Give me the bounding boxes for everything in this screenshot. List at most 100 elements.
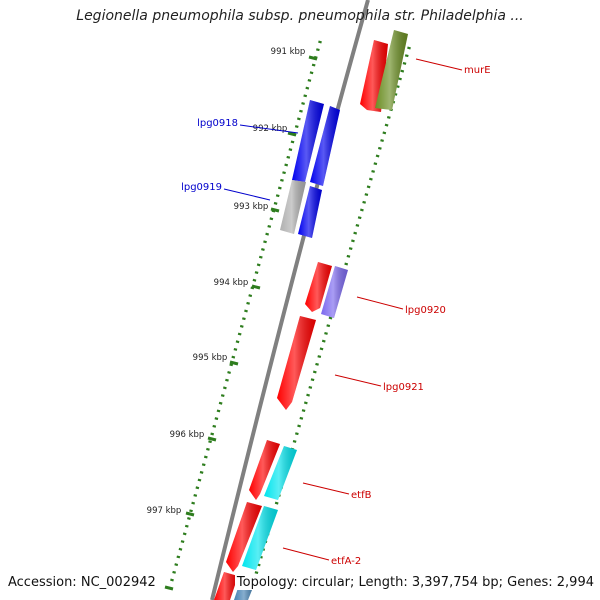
- gene-feature: [310, 106, 340, 186]
- minor-tick: [269, 217, 274, 221]
- minor-tick: [231, 355, 236, 359]
- minor-tick: [404, 54, 409, 58]
- minor-tick: [305, 86, 310, 90]
- backbone: [210, 0, 370, 600]
- minor-tick: [258, 255, 263, 259]
- gene-etfB: [249, 440, 280, 500]
- minor-tick: [220, 394, 225, 398]
- leader-line: [239, 124, 299, 134]
- minor-tick: [184, 524, 189, 528]
- minor-tick: [299, 416, 304, 420]
- minor-tick: [187, 517, 191, 520]
- topology-text: Topology: circular; Length: 3,397,754 bp…: [234, 575, 594, 590]
- ruler-tick: [270, 207, 280, 213]
- minor-tick: [312, 370, 317, 374]
- ruler-label: 993 kbp: [234, 202, 269, 212]
- minor-tick: [360, 208, 364, 212]
- minor-tick: [355, 223, 360, 227]
- ruler-label: 996 kbp: [170, 430, 205, 440]
- minor-tick: [172, 570, 176, 574]
- minor-tick: [316, 48, 320, 52]
- minor-tick: [398, 77, 402, 81]
- gene-lpg0921: [277, 316, 316, 410]
- minor-tick: [277, 186, 282, 190]
- minor-tick: [362, 200, 367, 204]
- minor-tick: [371, 169, 375, 173]
- minor-tick: [199, 470, 204, 474]
- minor-tick: [248, 294, 253, 298]
- minor-tick: [386, 115, 391, 119]
- minor-tick: [296, 117, 301, 121]
- ruler-tick: [308, 55, 318, 61]
- gene-label: etfA-2: [331, 556, 361, 567]
- minor-tick: [282, 171, 286, 175]
- minor-tick: [297, 424, 301, 428]
- minor-tick: [375, 154, 380, 158]
- minor-tick: [273, 201, 278, 205]
- minor-tick: [233, 347, 238, 351]
- minor-tick: [384, 123, 389, 127]
- ruler-tick: [207, 436, 217, 442]
- minor-tick: [344, 262, 349, 266]
- gene-label: lpg0918: [197, 118, 238, 129]
- minor-tick: [235, 340, 240, 344]
- minor-tick: [191, 501, 196, 505]
- minor-tick: [357, 216, 362, 220]
- leader-line: [356, 296, 404, 310]
- minor-tick: [206, 447, 210, 451]
- leader-line: [302, 482, 350, 495]
- ruler-label: 995 kbp: [193, 353, 228, 363]
- minor-tick: [275, 194, 280, 198]
- ruler-label: 991 kbp: [271, 47, 306, 57]
- minor-tick: [306, 393, 310, 397]
- ruler-tick: [185, 511, 195, 517]
- gene-lpg0919: [280, 180, 306, 234]
- minor-tick: [212, 424, 217, 428]
- leader-line: [282, 547, 330, 561]
- minor-tick: [176, 555, 181, 559]
- ruler-tick: [251, 284, 261, 290]
- minor-tick: [303, 94, 308, 98]
- minor-tick: [351, 239, 355, 243]
- minor-tick: [237, 332, 242, 336]
- minor-tick: [313, 55, 318, 59]
- minor-tick: [242, 317, 246, 321]
- minor-tick: [182, 532, 187, 536]
- minor-tick: [301, 409, 306, 413]
- minor-tick: [382, 131, 387, 135]
- minor-tick: [286, 155, 291, 159]
- minor-tick: [346, 254, 351, 258]
- minor-tick: [290, 140, 295, 144]
- gene-label: lpg0921: [383, 382, 424, 393]
- genes: [214, 30, 408, 600]
- minor-tick: [373, 162, 378, 166]
- minor-tick: [246, 301, 250, 305]
- minor-tick: [292, 439, 297, 443]
- minor-tick: [319, 347, 324, 351]
- minor-tick: [265, 232, 270, 236]
- minor-tick: [326, 324, 331, 328]
- minor-tick: [317, 355, 322, 359]
- gene-label: etfB: [351, 490, 372, 501]
- minor-tick: [366, 185, 371, 189]
- gene-feature: [298, 186, 322, 238]
- minor-tick: [229, 363, 234, 367]
- minor-tick: [263, 240, 267, 244]
- minor-tick: [193, 493, 198, 497]
- gene-etfA-2: [226, 502, 262, 572]
- minor-tick: [311, 63, 316, 67]
- minor-tick: [256, 263, 261, 267]
- minor-tick: [261, 248, 265, 251]
- minor-tick: [239, 324, 244, 328]
- minor-tick: [210, 432, 215, 436]
- minor-tick: [348, 247, 353, 251]
- ruler-label: 994 kbp: [214, 278, 249, 288]
- minor-tick: [294, 432, 299, 436]
- gene-label: lpg0920: [405, 305, 446, 316]
- ruler-tick: [229, 360, 239, 366]
- minor-tick: [294, 125, 299, 129]
- minor-tick: [299, 109, 303, 113]
- minor-tick: [252, 278, 257, 282]
- minor-tick: [227, 371, 231, 374]
